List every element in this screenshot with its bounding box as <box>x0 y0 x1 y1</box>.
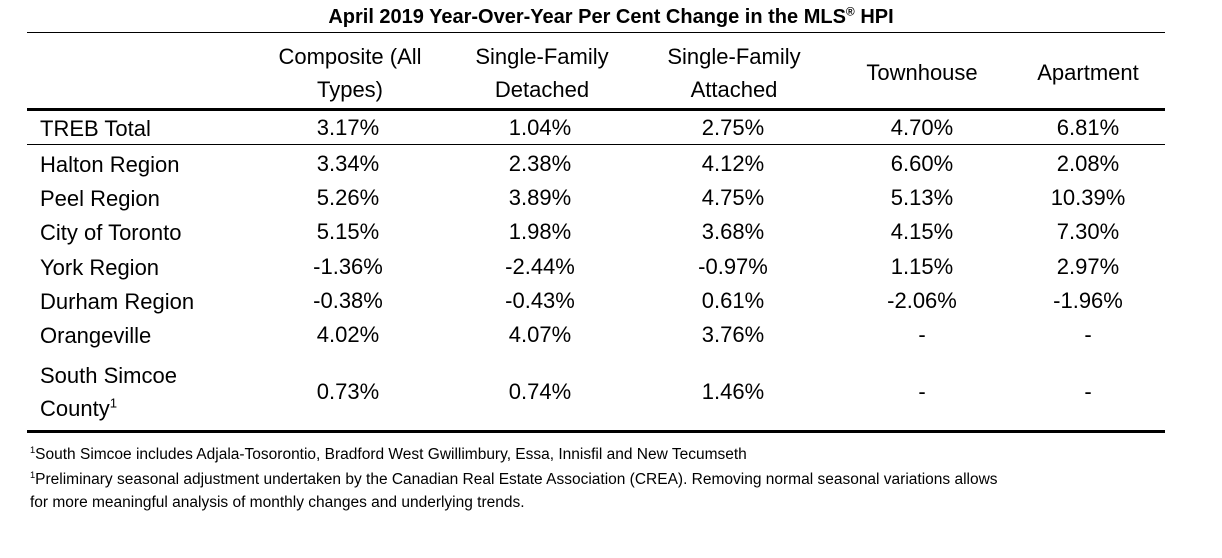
table-cell-townhouse: 6.60% <box>890 151 954 176</box>
header-rule <box>27 108 1165 111</box>
table-cell-apartment: 6.81% <box>1056 115 1120 140</box>
row-label-halton-region: Halton Region <box>40 152 180 177</box>
column-header-single-family-attached: Single-Family Attached <box>667 44 801 102</box>
table-cell-single-family-detached: -0.43% <box>505 288 575 313</box>
table-cell-townhouse: - <box>918 322 926 347</box>
table-cell-single-family-attached: 2.75% <box>701 115 765 140</box>
treb-total-rule <box>27 144 1165 145</box>
column-header-single-family-detached: Single-Family Detached <box>475 44 609 102</box>
row-label-york-region: York Region <box>40 255 160 280</box>
table-cell-single-family-detached: 3.89% <box>508 185 572 210</box>
table-cell-single-family-detached: 2.38% <box>508 151 572 176</box>
row-label-treb-total: TREB Total <box>40 116 151 141</box>
table-cell-composite: 0.73% <box>316 379 380 404</box>
row-label-durham-region: Durham Region <box>40 289 195 314</box>
table-cell-composite: -1.36% <box>313 254 383 279</box>
table-cell-single-family-detached: 4.07% <box>508 322 572 347</box>
table-cell-townhouse: -2.06% <box>887 288 957 313</box>
table-cell-single-family-detached: 1.98% <box>508 219 572 244</box>
table-cell-apartment: 2.97% <box>1056 254 1120 279</box>
table-cell-apartment: - <box>1084 379 1092 404</box>
table-cell-single-family-attached: 3.68% <box>701 219 765 244</box>
table-cell-composite: 4.02% <box>316 322 380 347</box>
row-label-south-simcoe-county: South Simcoe County1 <box>40 363 177 421</box>
row-label-peel-region: Peel Region <box>40 186 160 211</box>
table-cell-single-family-attached: 0.61% <box>701 288 765 313</box>
table-cell-composite: 3.34% <box>316 151 380 176</box>
table-title: April 2019 Year-Over-Year Per Cent Chang… <box>328 4 894 28</box>
table-cell-townhouse: 1.15% <box>890 254 954 279</box>
table-cell-townhouse: 4.70% <box>890 115 954 140</box>
table-cell-apartment: 2.08% <box>1056 151 1120 176</box>
column-header-composite: Composite (All Types) <box>278 44 422 102</box>
table-cell-composite: 5.15% <box>316 219 380 244</box>
table-cell-single-family-attached: 1.46% <box>701 379 765 404</box>
table-cell-single-family-attached: 4.12% <box>701 151 765 176</box>
table-cell-composite: -0.38% <box>313 288 383 313</box>
column-header-townhouse: Townhouse <box>866 60 978 85</box>
table-cell-composite: 3.17% <box>316 115 380 140</box>
table-cell-single-family-detached: 0.74% <box>508 379 572 404</box>
bottom-rule <box>27 430 1165 433</box>
table-cell-townhouse: 4.15% <box>890 219 954 244</box>
footnote-south-simcoe: 1South Simcoe includes Adjala-Tosorontio… <box>30 444 747 463</box>
table-cell-apartment: 7.30% <box>1056 219 1120 244</box>
table-cell-single-family-attached: 3.76% <box>701 322 765 347</box>
table-cell-apartment: 10.39% <box>1050 185 1126 210</box>
footnote-seasonal-adjustment: 1Preliminary seasonal adjustment underta… <box>30 469 998 511</box>
table-cell-composite: 5.26% <box>316 185 380 210</box>
table-cell-single-family-attached: 4.75% <box>701 185 765 210</box>
column-header-apartment: Apartment <box>1037 60 1139 85</box>
table-cell-apartment: -1.96% <box>1053 288 1123 313</box>
table-cell-single-family-detached: -2.44% <box>505 254 575 279</box>
table-cell-townhouse: 5.13% <box>890 185 954 210</box>
table-cell-townhouse: - <box>918 379 926 404</box>
table-cell-single-family-detached: 1.04% <box>508 115 572 140</box>
row-label-orangeville: Orangeville <box>40 323 152 348</box>
table-cell-apartment: - <box>1084 322 1092 347</box>
top-rule <box>27 32 1165 33</box>
table-cell-single-family-attached: -0.97% <box>698 254 768 279</box>
row-label-city-of-toronto: City of Toronto <box>40 220 182 245</box>
